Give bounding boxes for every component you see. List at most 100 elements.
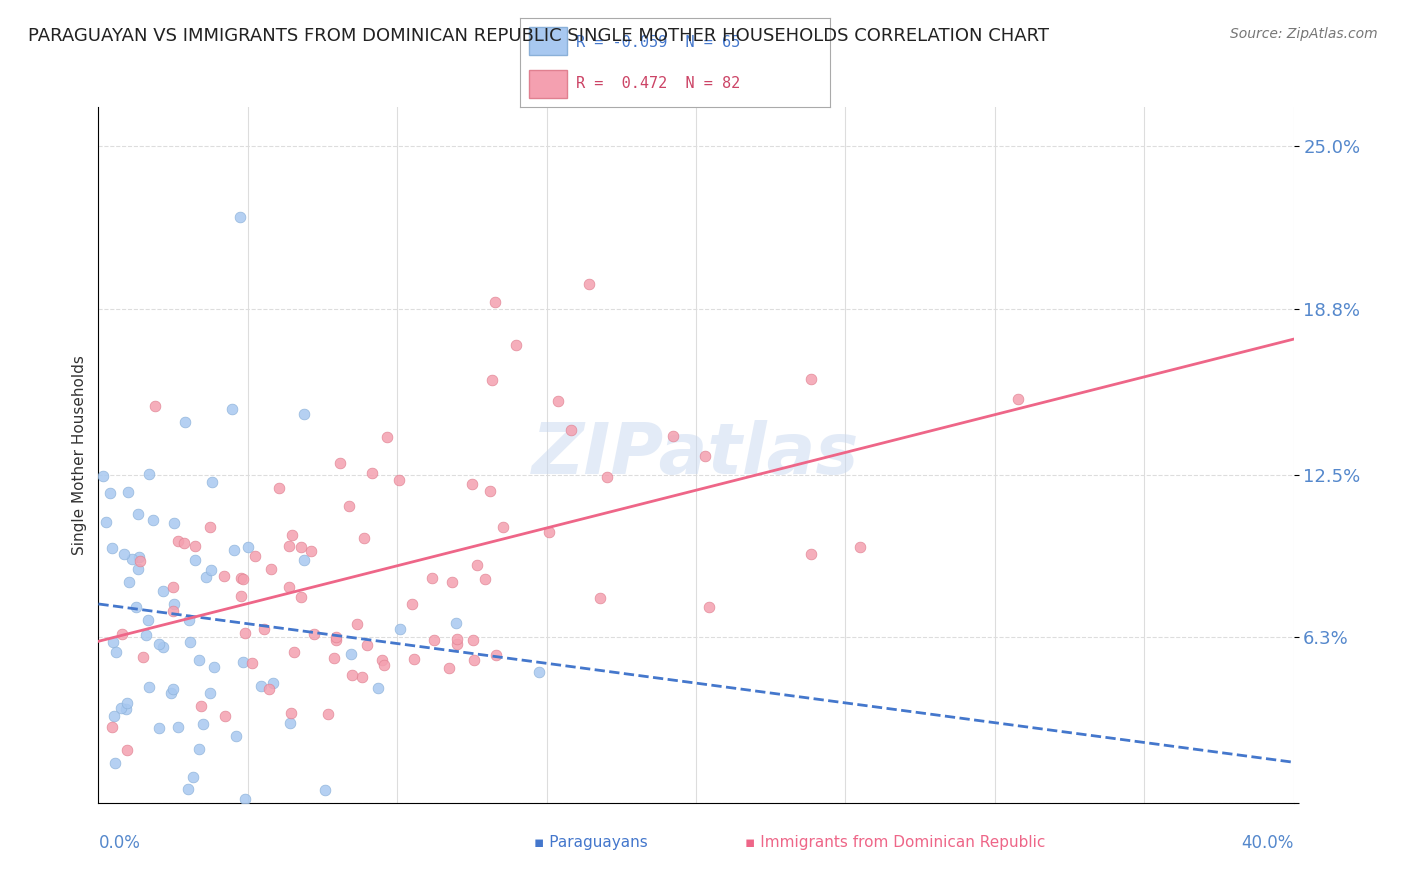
Text: R =  0.472  N = 82: R = 0.472 N = 82 [576,77,740,91]
Point [538,525,561,540]
Point [389,622,412,636]
Point [800,547,823,561]
Text: PARAGUAYAN VS IMMIGRANTS FROM DOMINICAN REPUBLIC SINGLE MOTHER HOUSEHOLDS CORREL: PARAGUAYAN VS IMMIGRANTS FROM DOMINICAN … [28,27,1049,45]
Point [278,539,301,553]
Point [250,679,273,693]
Point [174,415,197,429]
Point [402,651,425,665]
Point [260,562,283,576]
Point [198,686,221,700]
Point [243,549,266,564]
Point [128,549,150,564]
Point [103,756,125,771]
Point [221,401,243,416]
Point [148,722,170,736]
Point [578,277,600,291]
Text: 0.0%: 0.0% [98,834,141,852]
Point [316,706,339,721]
Point [103,709,125,723]
Text: ZIPatlas: ZIPatlas [533,420,859,490]
Point [800,372,823,386]
Point [167,720,190,734]
Point [238,541,260,555]
Point [292,407,315,421]
Point [301,544,323,558]
Point [422,632,444,647]
Point [101,541,124,555]
Point [662,429,685,443]
Point [693,449,716,463]
Point [114,702,136,716]
Point [277,581,299,595]
Point [115,696,138,710]
Point [103,635,125,649]
Point [281,528,304,542]
Point [198,519,221,533]
Point [136,614,159,628]
Point [280,706,302,721]
Point [420,571,443,585]
Y-axis label: Single Mother Households: Single Mother Households [72,355,87,555]
Point [190,698,212,713]
Point [350,669,373,683]
Point [148,636,170,650]
Text: 40.0%: 40.0% [1241,834,1294,852]
Point [177,781,200,796]
Point [527,665,550,679]
Point [159,686,181,700]
Point [329,456,352,470]
Point [233,792,256,806]
Point [225,729,247,743]
Point [173,536,195,550]
Point [257,682,280,697]
Point [93,469,115,483]
Point [162,580,184,594]
Point [474,573,496,587]
Point [848,540,870,554]
Point [222,543,245,558]
Point [1007,392,1029,406]
Point [437,661,460,675]
Point [465,558,488,572]
Point [290,540,312,554]
Point [484,294,506,309]
Point [111,627,134,641]
Point [337,499,360,513]
Point [232,655,254,669]
Point [367,681,389,695]
Point [388,473,411,487]
Point [142,513,165,527]
Point [314,783,336,797]
Point [481,373,503,387]
Point [463,632,485,647]
Text: ▪ Immigrants from Dominican Republic: ▪ Immigrants from Dominican Republic [745,836,1046,850]
Point [485,648,508,662]
Point [163,516,186,531]
Point [143,399,166,413]
Point [201,475,224,489]
Point [292,553,315,567]
Point [127,508,149,522]
Point [125,599,148,614]
Point [446,637,468,651]
Point [115,743,138,757]
Point [547,394,569,409]
Point [325,632,347,647]
Point [340,647,363,661]
Point [117,485,139,500]
Point [353,532,375,546]
Point [229,571,252,585]
Point [444,616,467,631]
Text: Source: ZipAtlas.com: Source: ZipAtlas.com [1230,27,1378,41]
Point [183,553,205,567]
Point [589,591,612,605]
Point [188,742,211,756]
Point [127,562,149,576]
Point [138,467,160,481]
Point [240,656,263,670]
Point [253,622,276,636]
Point [356,638,378,652]
Point [162,681,184,696]
Point [231,572,253,586]
Point [129,554,152,568]
